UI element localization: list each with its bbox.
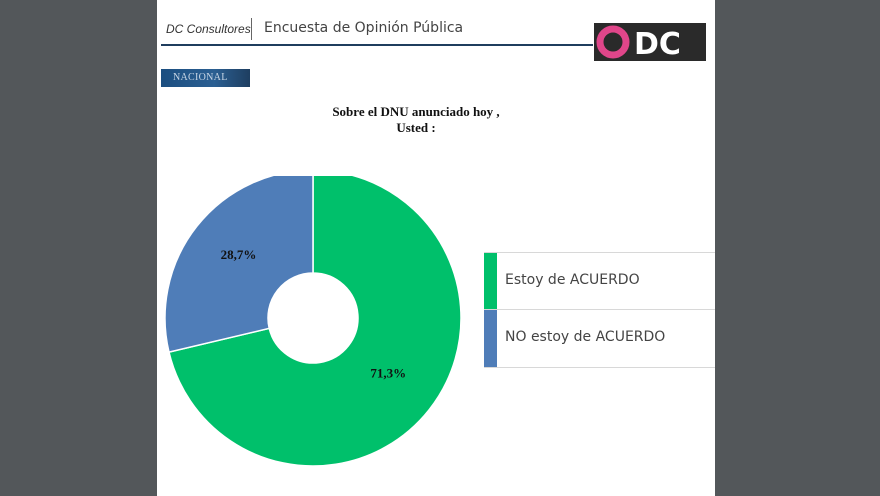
legend-swatch-acuerdo — [484, 253, 497, 309]
brand-name: DC Consultores — [166, 22, 251, 36]
header-rule — [161, 44, 593, 46]
slice-acuerdo — [168, 176, 462, 466]
report-subtitle: Encuesta de Opinión Pública — [264, 20, 464, 36]
donut-chart: 71,3% 28,7% — [164, 176, 462, 466]
legend-item-acuerdo: Estoy de ACUERDO — [484, 253, 715, 310]
chart-title-line-1: Sobre el DNU anunciado hoy , — [332, 104, 500, 119]
legend-label-no-acuerdo: NO estoy de ACUERDO — [505, 329, 666, 345]
header-separator — [251, 18, 252, 40]
chart-legend: Estoy de ACUERDO NO estoy de ACUERDO — [484, 252, 715, 368]
chart-title-line-2: Usted : — [396, 120, 436, 135]
odc-logo: DC — [594, 23, 706, 61]
legend-label-acuerdo: Estoy de ACUERDO — [505, 272, 640, 288]
legend-swatch-no-acuerdo — [484, 310, 497, 367]
data-label-acuerdo: 71,3% — [370, 366, 406, 381]
chart-title: Sobre el DNU anunciado hoy , Usted : — [157, 104, 715, 136]
svg-text:DC: DC — [634, 27, 681, 61]
legend-item-no-acuerdo: NO estoy de ACUERDO — [484, 310, 715, 367]
slide: DC Consultores Encuesta de Opinión Públi… — [157, 0, 715, 496]
section-tag: NACIONAL — [161, 69, 250, 87]
slice-no-acuerdo — [164, 176, 314, 354]
data-label-no-acuerdo: 28,7% — [221, 247, 257, 262]
